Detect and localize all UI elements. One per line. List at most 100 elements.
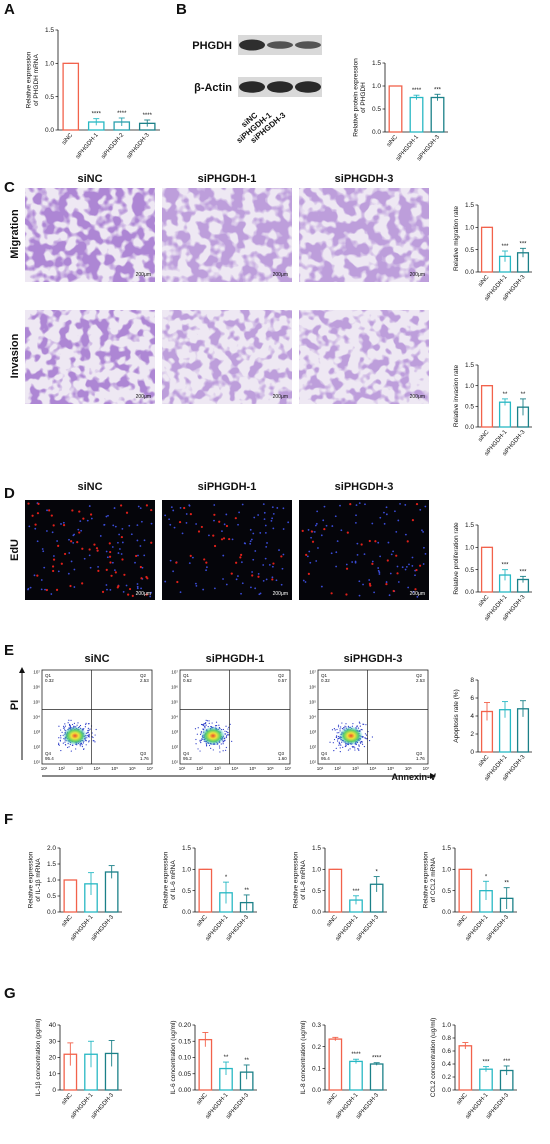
blue-nucleus xyxy=(282,507,285,510)
x-tick-label: siNC xyxy=(478,274,491,288)
event xyxy=(58,725,60,727)
y-tick-label: 1.0 xyxy=(465,545,474,552)
significance: *** xyxy=(501,563,509,569)
flow-x-tick: 10⁶ xyxy=(267,766,274,771)
red-nucleus xyxy=(415,568,418,572)
blue-nucleus xyxy=(320,534,323,537)
red-nucleus xyxy=(176,580,179,584)
red-nucleus xyxy=(52,569,55,573)
red-nucleus xyxy=(203,558,206,561)
red-nucleus xyxy=(222,537,226,540)
blue-nucleus xyxy=(240,592,242,595)
blue-nucleus xyxy=(168,518,171,521)
blue-nucleus xyxy=(106,556,109,559)
quadrant-percent: 1.76 xyxy=(416,756,425,761)
blue-nucleus xyxy=(262,564,265,566)
blue-nucleus xyxy=(140,587,142,590)
blue-nucleus xyxy=(28,525,31,528)
blue-nucleus xyxy=(67,572,70,575)
x-tick-label: siNC xyxy=(478,754,491,768)
event xyxy=(61,731,63,733)
y-tick-label: 0.0 xyxy=(45,127,54,134)
blue-nucleus xyxy=(315,522,318,525)
red-nucleus xyxy=(419,564,422,567)
red-nucleus xyxy=(360,543,363,546)
bar xyxy=(349,1060,363,1091)
red-nucleus xyxy=(228,537,231,541)
blue-nucleus xyxy=(280,583,283,586)
blue-nucleus xyxy=(396,565,399,568)
red-nucleus xyxy=(109,550,112,554)
y-tick-label: 0.2 xyxy=(442,1074,451,1081)
event xyxy=(356,725,358,727)
blue-nucleus xyxy=(271,517,274,520)
blue-nucleus xyxy=(383,511,385,514)
y-tick-label: 0.0 xyxy=(312,909,321,916)
blue-nucleus xyxy=(243,542,246,545)
micrograph xyxy=(299,188,429,282)
y-tick-label: 1.0 xyxy=(182,867,191,874)
flow-y-tick: 10³ xyxy=(309,730,316,735)
y-tick-label: 6 xyxy=(470,695,474,702)
blue-nucleus xyxy=(257,514,260,516)
significance: **** xyxy=(143,113,153,119)
y-axis-label: Apoptosis rate (%) xyxy=(453,689,460,742)
event xyxy=(208,722,210,724)
blue-nucleus xyxy=(136,585,139,588)
blue-nucleus xyxy=(302,579,305,582)
event xyxy=(207,725,209,728)
red-nucleus xyxy=(36,512,40,515)
event xyxy=(333,728,335,730)
blue-nucleus xyxy=(385,581,388,583)
red-nucleus xyxy=(369,584,372,587)
blue-nucleus xyxy=(128,524,131,527)
blue-nucleus xyxy=(407,586,410,589)
event xyxy=(214,725,217,727)
x-tick-label: siNC xyxy=(196,914,209,928)
pi-label: PI xyxy=(9,700,21,710)
event xyxy=(336,728,338,731)
quadrant-name: Q1 xyxy=(45,673,52,678)
quadrant-name: Q2 xyxy=(416,673,423,678)
blue-nucleus xyxy=(394,510,396,513)
event xyxy=(83,748,85,750)
event xyxy=(359,725,361,727)
blue-nucleus xyxy=(320,585,323,588)
event xyxy=(331,729,334,731)
flow-y-tick: 10⁴ xyxy=(309,715,316,720)
red-nucleus xyxy=(51,565,55,568)
red-nucleus xyxy=(121,558,124,561)
blue-nucleus xyxy=(419,508,422,511)
event xyxy=(68,719,70,721)
event xyxy=(219,747,221,749)
blue-nucleus xyxy=(401,566,404,569)
red-nucleus xyxy=(27,502,30,505)
significance: **** xyxy=(92,112,102,118)
blue-nucleus xyxy=(164,580,167,583)
event xyxy=(371,736,373,738)
y-tick-label: 20 xyxy=(49,1055,57,1062)
event xyxy=(205,744,208,746)
blue-nucleus xyxy=(411,565,414,567)
blue-nucleus xyxy=(377,541,380,544)
blue-nucleus xyxy=(414,574,416,577)
y-tick-label: 0.2 xyxy=(312,1044,321,1051)
scale-label: 200μm xyxy=(273,394,288,400)
event xyxy=(73,722,76,724)
blue-nucleus xyxy=(88,505,91,507)
blue-nucleus xyxy=(213,519,215,522)
blue-nucleus xyxy=(249,542,252,545)
blue-nucleus xyxy=(223,523,226,526)
flow-x-tick: 10⁵ xyxy=(249,766,256,771)
y-tick-label: 1.5 xyxy=(312,845,321,852)
blue-nucleus xyxy=(362,583,364,586)
quadrant-name: Q1 xyxy=(183,673,190,678)
blue-nucleus xyxy=(205,569,207,572)
event xyxy=(81,745,84,748)
red-nucleus xyxy=(139,565,142,569)
red-nucleus xyxy=(135,554,138,558)
blue-nucleus xyxy=(40,579,43,581)
blue-nucleus xyxy=(271,576,274,579)
flow-x-tick: 10³ xyxy=(76,766,83,771)
event xyxy=(79,745,81,747)
